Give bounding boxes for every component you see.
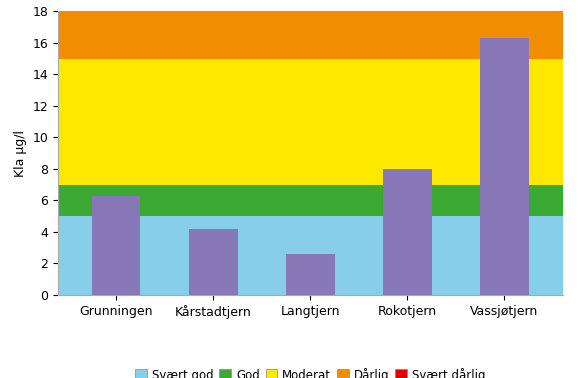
Bar bbox=[189, 229, 238, 295]
Bar bbox=[58, 59, 563, 184]
Y-axis label: Kla µg/l: Kla µg/l bbox=[14, 130, 27, 177]
Bar bbox=[286, 254, 335, 295]
Bar bbox=[58, 216, 563, 295]
Legend: Svært god, God, Moderat, Dårlig, Svært dårlig: Svært god, God, Moderat, Dårlig, Svært d… bbox=[130, 363, 490, 378]
Bar bbox=[58, 0, 563, 11]
Bar bbox=[92, 196, 140, 295]
Bar bbox=[58, 184, 563, 216]
Bar bbox=[58, 11, 563, 59]
Bar bbox=[480, 38, 528, 295]
Bar bbox=[383, 169, 432, 295]
